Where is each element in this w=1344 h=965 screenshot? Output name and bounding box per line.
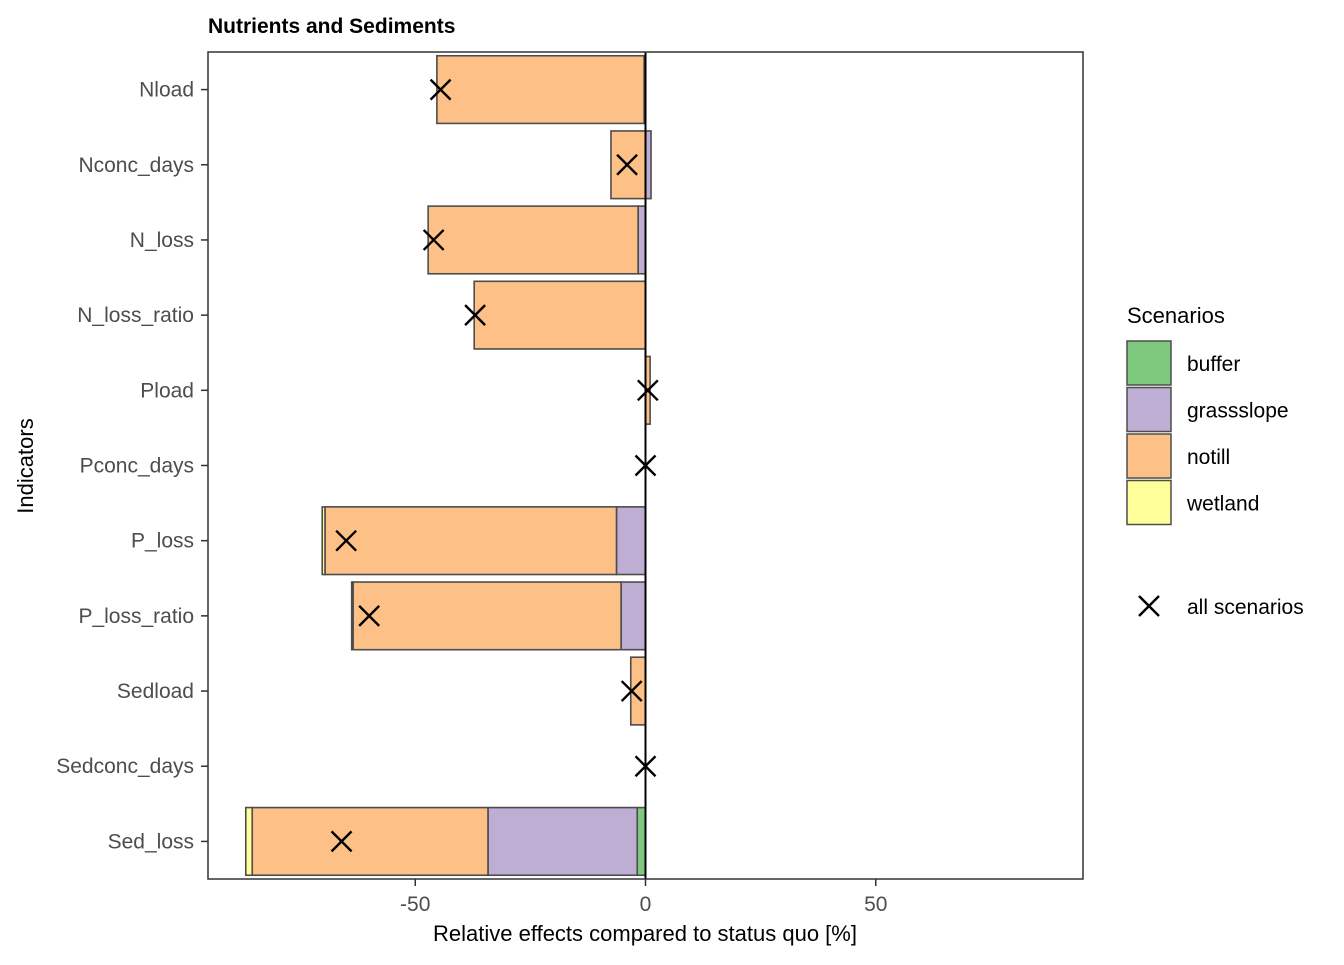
legend-key-all-scenarios [1138,595,1160,617]
bar-notill-N_loss [427,205,639,275]
legend-label-buffer: buffer [1187,353,1240,376]
marker-stroke [464,304,486,326]
bar-wetland-Sed_loss [244,806,254,877]
marker-all-scenarios-P_loss [335,529,358,552]
marker-stroke [634,755,657,778]
y-tick-label-N_loss_ratio: N_loss_ratio [77,304,194,327]
legend-key-wetland [1126,479,1172,526]
bar-notill-P_loss_ratio [352,581,622,651]
y-tick-label-Sed_loss: Sed_loss [108,830,194,853]
marker-all-scenarios-N_loss [422,229,445,251]
marker-all-scenarios-Sedload [620,680,643,702]
legend-label-wetland: wetland [1186,493,1259,516]
bar-notill-Nload [436,54,645,125]
marker-all-scenarios-Pload [636,379,659,402]
y-tick-label-P_loss_ratio: P_loss_ratio [78,605,194,628]
bar-notill-N_loss_ratio [473,280,647,350]
plot-area [208,52,1083,879]
y-tick-label-Nconc_days: Nconc_days [78,154,194,177]
y-tick-label-N_loss: N_loss [130,229,194,252]
marker-stroke [1138,595,1160,617]
marker-all-scenarios-Nload [429,78,452,101]
bar-notill-Sed_loss [251,806,489,877]
y-tick-label-P_loss: P_loss [131,530,194,553]
marker-stroke [429,78,452,101]
bar-grassslope-P_loss [615,506,647,576]
marker-stroke [636,379,659,402]
legend-label-all-scenarios: all scenarios [1187,596,1304,619]
bar-grassslope-P_loss_ratio [620,581,647,651]
y-tick-label-Sedload: Sedload [117,680,194,703]
marker-all-scenarios-N_loss_ratio [464,304,486,326]
axes: Nload Nconc_days N_loss N_loss_ratio Pload Pc… [56,51,1084,916]
marker-stroke [330,830,353,853]
y-tick-label-Sedconc_days: Sedconc_days [56,755,194,778]
marker-stroke [620,680,643,702]
y-tick-label-Nload: Nload [139,79,194,102]
y-tick-label-Pconc_days: Pconc_days [80,455,194,478]
legend-label-grassslope: grassslope [1187,400,1289,423]
y-axis-title: Indicators [13,418,38,513]
legend-key-grassslope [1126,386,1172,433]
bar-wetland-P_loss [321,506,326,576]
marker-stroke [422,229,445,251]
marker-all-scenarios-P_loss_ratio [358,605,381,627]
legend-key-notill [1126,433,1172,479]
bar-buffer-Sed_loss [636,806,647,877]
marker-stroke [634,454,657,477]
x-tick-label: 50 [864,893,887,916]
legend-title: Scenarios [1127,303,1225,328]
marker-all-scenarios-Sedconc_days [634,755,657,778]
marker-stroke [616,153,638,176]
x-tick-label: 0 [640,893,652,916]
bar-notill-P_loss [324,506,618,576]
legend: Scenarios buffer grassslope notill wetland a… [1126,303,1304,619]
marker-all-scenarios-Pconc_days [634,454,657,477]
legend-key-buffer [1126,340,1172,386]
bar-wetland-P_loss_ratio [350,581,354,651]
x-axis-title: Relative effects compared to status quo … [433,921,857,946]
marker-all-scenarios-Nconc_days [616,153,638,176]
y-tick-label-Pload: Pload [140,379,194,402]
chart-title: Nutrients and Sediments [208,15,455,38]
marker-all-scenarios-Sed_loss [330,830,353,853]
marker-stroke [335,529,358,552]
x-tick-label: -50 [400,893,430,916]
bar-grassslope-Sed_loss [487,806,639,877]
marker-stroke [358,605,381,627]
legend-label-notill: notill [1187,446,1230,469]
bar-grassslope-N_loss [637,205,647,275]
